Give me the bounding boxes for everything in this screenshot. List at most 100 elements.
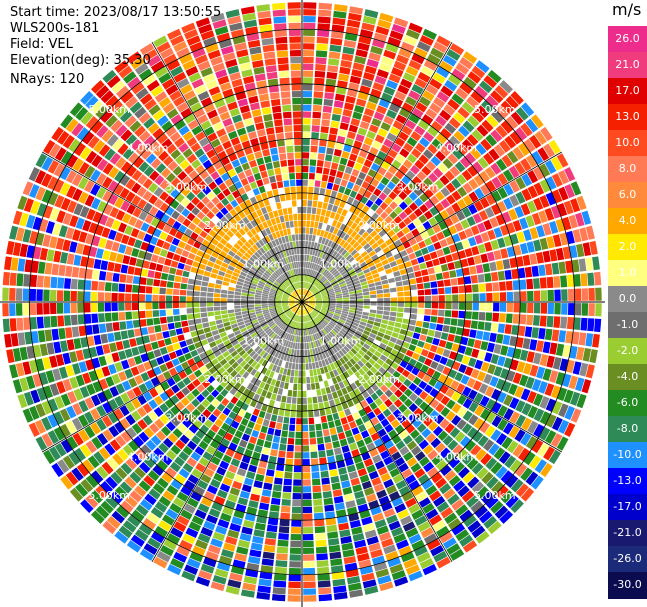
gate-cell — [420, 231, 430, 240]
gate-cell — [9, 287, 16, 301]
gate-cell — [159, 280, 167, 288]
gate-cell — [403, 206, 413, 216]
gate-cell — [333, 4, 348, 12]
gate-cell — [222, 350, 230, 358]
gate-cell — [166, 377, 176, 387]
gate-cell — [184, 429, 194, 440]
gate-cell — [524, 326, 533, 338]
gate-cell — [386, 109, 398, 120]
gate-cell — [305, 290, 310, 297]
gate-cell — [323, 280, 330, 286]
gate-cell — [370, 178, 380, 188]
gate-cell — [2, 303, 9, 317]
gate-cell — [458, 125, 470, 138]
gate-cell — [315, 361, 320, 369]
gate-cell — [315, 298, 323, 301]
gate-cell — [415, 451, 426, 462]
gate-cell — [314, 70, 326, 78]
gate-cell — [429, 206, 439, 216]
gate-cell — [309, 262, 313, 269]
gate-cell — [111, 302, 118, 312]
gate-cell — [347, 285, 355, 290]
gate-cell — [505, 280, 513, 291]
gate-cell — [351, 448, 360, 458]
gate-cell — [306, 213, 311, 221]
gate-cell — [245, 335, 252, 342]
gate-cell — [326, 147, 334, 155]
gate-cell — [465, 293, 473, 302]
gate-cell — [454, 372, 464, 382]
gate-cell — [134, 485, 147, 498]
gate-cell — [378, 495, 390, 506]
gate-cell — [457, 406, 468, 418]
gate-cell — [145, 286, 153, 294]
gate-cell — [79, 386, 90, 399]
gate-cell — [526, 314, 534, 326]
gate-cell — [274, 335, 280, 342]
gate-cell — [357, 468, 368, 477]
gate-cell — [291, 306, 297, 311]
gate-cell — [563, 200, 574, 215]
gate-cell — [253, 529, 265, 538]
gate-cell — [580, 317, 588, 331]
gate-cell — [310, 152, 318, 160]
gate-cell — [548, 139, 561, 155]
gate-cell — [504, 269, 512, 280]
gate-cell — [330, 363, 336, 371]
gate-cell — [505, 474, 519, 488]
gate-cell — [339, 268, 346, 274]
gate-cell — [370, 269, 378, 275]
gate-cell — [291, 335, 295, 342]
gate-cell — [244, 355, 252, 363]
gate-cell — [395, 440, 406, 451]
gate-cell — [458, 345, 467, 354]
gate-cell — [259, 332, 267, 339]
gate-cell — [331, 281, 339, 287]
gate-cell — [500, 100, 514, 114]
gate-cell — [207, 375, 216, 384]
gate-cell — [137, 419, 148, 430]
gate-cell — [153, 556, 168, 569]
gate-cell — [462, 51, 478, 64]
gate-cell — [334, 287, 341, 292]
gate-cell — [440, 198, 451, 209]
gate-cell — [196, 393, 205, 403]
gate-cell — [345, 26, 359, 35]
gate-cell — [140, 444, 152, 456]
gate-cell — [342, 326, 349, 332]
gate-cell — [480, 138, 492, 151]
gate-cell — [386, 413, 396, 423]
gate-cell — [181, 361, 190, 370]
gate-cell — [414, 47, 428, 59]
gate-cell — [317, 265, 323, 273]
gate-cell — [256, 467, 266, 475]
gate-cell — [371, 212, 379, 221]
gate-cell — [283, 307, 290, 311]
gate-cell — [331, 317, 339, 323]
gate-cell — [377, 575, 392, 585]
gate-cell — [296, 418, 302, 425]
gate-cell — [331, 268, 338, 275]
gate-cell — [564, 167, 576, 182]
gate-cell — [108, 425, 120, 438]
gate-cell — [510, 479, 524, 493]
gate-cell — [355, 342, 363, 349]
gate-cell — [302, 145, 310, 152]
gate-cell — [296, 308, 300, 315]
gate-cell — [320, 289, 327, 294]
gate-cell — [323, 343, 329, 351]
gate-cell — [332, 250, 338, 258]
gate-cell — [357, 327, 364, 333]
gate-cell — [395, 317, 403, 323]
gate-cell — [423, 342, 432, 351]
gate-cell — [360, 165, 370, 174]
gate-cell — [433, 550, 448, 563]
gate-cell — [303, 308, 306, 316]
gate-cell — [132, 276, 140, 285]
gate-cell — [125, 458, 138, 470]
gate-cell — [510, 359, 519, 371]
gate-cell — [328, 51, 341, 60]
gate-cell — [117, 371, 127, 382]
gate-cell — [302, 213, 307, 220]
gate-cell — [191, 515, 204, 526]
